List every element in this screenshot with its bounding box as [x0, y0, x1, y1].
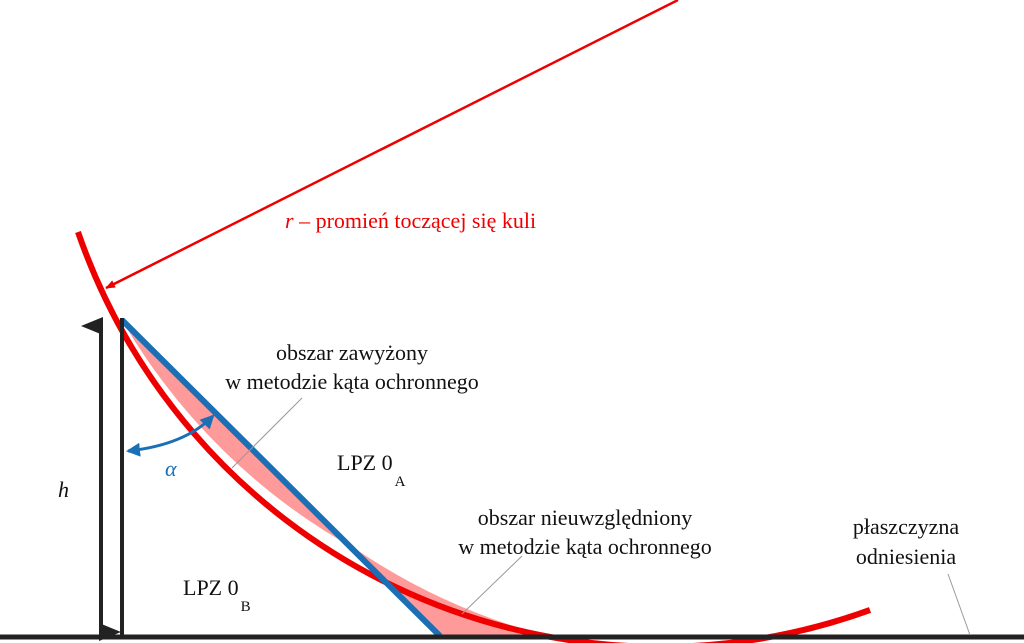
neglected-region	[357, 550, 548, 636]
angle-symbol: α	[165, 456, 177, 481]
label-line: odniesienia	[856, 544, 956, 569]
zone-text: LPZ 0	[337, 450, 393, 475]
zone-label: LPZ 0B	[183, 575, 251, 615]
radius-label: r – promień toczącej się kuli	[285, 208, 536, 233]
zone-subscript: B	[241, 599, 251, 615]
zone-subscript: A	[395, 474, 406, 490]
radius-symbol: r	[285, 208, 294, 233]
rolling-sphere-arc	[75, 231, 872, 643]
zone-text: LPZ 0	[183, 575, 239, 600]
label-line: w metodzie kąta ochronnego	[458, 534, 712, 559]
radius-arrow	[105, 0, 679, 290]
leader-line	[231, 397, 303, 469]
label-line: płaszczyzna	[853, 514, 959, 539]
label-line: w metodzie kąta ochronnego	[225, 369, 479, 394]
leader-line	[947, 573, 971, 636]
leader-line	[461, 555, 523, 615]
label-line: obszar nieuwzględniony	[478, 505, 692, 530]
label-line: obszar zawyżony	[276, 340, 428, 365]
zone-label: LPZ 0A	[337, 450, 406, 490]
height-symbol: h	[58, 477, 69, 502]
angle-arc	[126, 414, 215, 457]
radius-text: – promień toczącej się kuli	[298, 208, 536, 233]
protective-angle-line	[119, 317, 443, 639]
